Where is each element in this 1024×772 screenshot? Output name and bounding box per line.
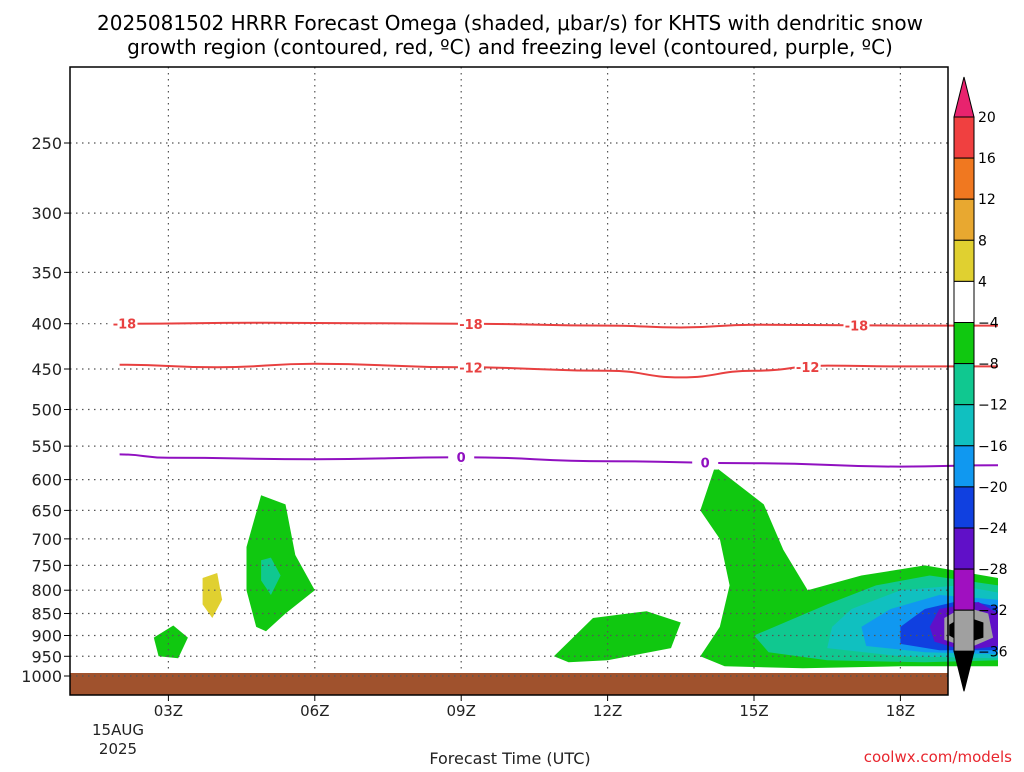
colorbar-top-arrow [953, 76, 975, 118]
x-tick-label-09Z: 09Z [447, 702, 476, 720]
contour-line-0 [119, 453, 999, 468]
colorbar-label-6: −8 [978, 357, 999, 373]
colorbar-box-7 [953, 404, 975, 447]
colorbar-label-13: −36 [978, 644, 1008, 660]
y-tick-label-800: 800 [31, 581, 62, 600]
colorbar-label-0: 20 [978, 110, 996, 126]
y-tick-label-1000: 1000 [21, 667, 62, 686]
x-tick-label-15Z: 15Z [739, 702, 768, 720]
omega-region-4 [202, 573, 223, 618]
colorbar-label-3: 8 [978, 233, 987, 249]
time-axis: 03Z 06Z 09Z 12Z 15Z 18Z [154, 695, 915, 720]
y-tick-label-500: 500 [31, 401, 62, 420]
colorbar-label-5: −4 [978, 316, 999, 332]
contour-label-bg-0 [448, 449, 475, 465]
contour-label-minus-18: -18 [113, 318, 137, 333]
colorbar-box-3 [953, 239, 975, 282]
y-tick-label-300: 300 [31, 204, 62, 223]
colorbar-label-1: 16 [978, 151, 996, 167]
colorbar-box-10 [953, 527, 975, 570]
date-label-year: 2025 [99, 740, 137, 758]
colorbar-label-12: −32 [978, 603, 1008, 619]
colorbar-box-6 [953, 363, 975, 406]
colorbar-label-11: −28 [978, 562, 1008, 578]
colorbar-box-5 [953, 322, 975, 365]
omega-region-minus-4 [553, 611, 681, 663]
colorbar-box-0 [953, 116, 975, 159]
colorbar-bottom-arrow [953, 650, 975, 692]
contour-label-bg-1 [794, 358, 821, 374]
colorbar-box-1 [953, 157, 975, 200]
y-tick-label-350: 350 [31, 263, 62, 282]
contour-label-bg-1 [457, 315, 484, 331]
colorbar-box-12 [953, 609, 975, 652]
y-tick-label-750: 750 [31, 556, 62, 575]
contour-label-0: 0 [701, 457, 710, 472]
date-label-day: 15AUG [92, 721, 144, 739]
x-tick-label-06Z: 06Z [300, 702, 329, 720]
contour-line-minus-12 [119, 362, 998, 379]
omega-region-minus-8 [261, 557, 281, 595]
omega-region-minus-4 [246, 495, 315, 632]
colorbar-box-9 [953, 486, 975, 529]
omega-region-minus-4 [153, 625, 188, 659]
x-tick-label-18Z: 18Z [886, 702, 915, 720]
y-tick-label-700: 700 [31, 530, 62, 549]
plot-frame [69, 66, 949, 696]
contour-label-minus-18: -18 [459, 318, 483, 333]
contour-label-bg-1 [692, 454, 719, 470]
x-axis-title: Forecast Time (UTC) [429, 749, 590, 768]
colorbar-label-2: 12 [978, 192, 996, 208]
contour-label-0: 0 [457, 451, 466, 466]
y-tick-label-950: 950 [31, 647, 62, 666]
chart-title-line-2: growth region (contoured, red, ºC) and f… [127, 35, 893, 59]
colorbar-box-8 [953, 445, 975, 488]
y-tick-label-850: 850 [31, 605, 62, 624]
colorbar-label-9: −20 [978, 480, 1008, 496]
chart-title-line-1: 2025081502 HRRR Forecast Omega (shaded, … [97, 11, 923, 35]
x-tick-label-12Z: 12Z [593, 702, 622, 720]
y-tick-label-450: 450 [31, 360, 62, 379]
contour-label-bg-0 [457, 359, 484, 375]
y-tick-label-900: 900 [31, 626, 62, 645]
omega-colorbar: 20 16 12 8 4 −4 −8 −12 −16 −20 −24 −28 −32 −36 [953, 76, 1008, 692]
colorbar-label-8: −16 [978, 439, 1008, 455]
y-tick-label-250: 250 [31, 134, 62, 153]
y-tick-label-650: 650 [31, 501, 62, 520]
contour-label-bg-2 [843, 317, 870, 333]
x-tick-label-03Z: 03Z [154, 702, 183, 720]
y-tick-label-400: 400 [31, 315, 62, 334]
contour-label-minus-18: -18 [845, 319, 869, 334]
credit-text[interactable]: coolwx.com/models [864, 748, 1012, 766]
colorbar-box-4 [953, 280, 975, 323]
y-tick-label-550: 550 [31, 437, 62, 456]
colorbar-label-10: −24 [978, 521, 1008, 537]
pressure-axis: 250 300 350 400 450 500 550 600 650 700 750 800 850 9… [21, 134, 70, 686]
colorbar-label-4: 4 [978, 274, 987, 290]
colorbar-label-7: −12 [978, 398, 1008, 414]
contour-label-bg-0 [111, 315, 138, 331]
colorbar-box-11 [953, 568, 975, 611]
ground-surface [70, 673, 948, 695]
temperature-contour-layer: -18 -18 -18 -12 -12 0 0 [111, 315, 999, 472]
contour-label-minus-12: -12 [459, 362, 483, 377]
contour-label-minus-12: -12 [796, 361, 820, 376]
y-tick-label-600: 600 [31, 471, 62, 490]
colorbar-box-2 [953, 198, 975, 241]
grid-lines [70, 67, 948, 677]
